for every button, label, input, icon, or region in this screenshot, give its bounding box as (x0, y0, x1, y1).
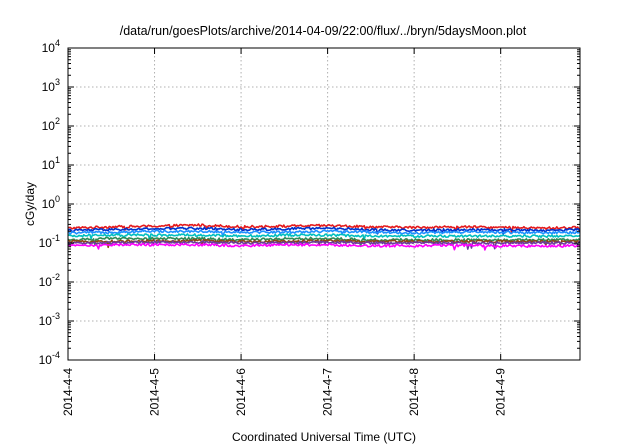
series-line-8 (67, 242, 581, 251)
y-tick-label: 10-3 (39, 311, 60, 328)
x-tick-label: 2014-4-6 (234, 368, 248, 416)
y-tick-exponent: -1 (52, 233, 60, 243)
y-tick-base: 10 (42, 158, 56, 172)
series-line-4 (67, 233, 581, 242)
x-axis: 2014-4-4 2014-4-5 2014-4-6 2014-4-7 2014-4-8… (61, 48, 508, 416)
y-tick-label: 100 (42, 194, 60, 211)
y-tick-base: 10 (42, 119, 56, 133)
series-line-1 (67, 223, 581, 234)
y-tick-base: 10 (39, 314, 53, 328)
y-tick-base: 10 (42, 80, 56, 94)
x-tick-label: 2014-4-7 (321, 368, 335, 416)
y-tick-exponent: 2 (55, 116, 60, 126)
y-tick-exponent: 1 (55, 155, 60, 165)
series-line-2 (67, 226, 581, 235)
y-tick-exponent: -3 (52, 311, 60, 321)
y-tick-exponent: 0 (55, 194, 60, 204)
y-tick-label: 10-2 (39, 272, 60, 289)
x-axis-label: Coordinated Universal Time (UTC) (232, 430, 416, 444)
y-tick-label: 102 (42, 116, 60, 133)
x-tick-label: 2014-4-4 (61, 368, 75, 416)
y-tick-exponent: -2 (52, 272, 60, 282)
series-group (67, 223, 581, 251)
y-tick-exponent: -4 (52, 350, 60, 360)
x-tick-label: 2014-4-9 (494, 368, 508, 416)
series-line-6 (67, 238, 581, 249)
grid (68, 48, 580, 360)
y-tick-base: 10 (42, 41, 56, 55)
y-tick-label: 101 (42, 155, 60, 172)
y-tick-label: 10-1 (39, 233, 60, 250)
series-line-5 (67, 236, 581, 248)
y-tick-exponent: 3 (55, 77, 60, 87)
y-tick-base: 10 (39, 236, 53, 250)
y-tick-base: 10 (39, 275, 53, 289)
series-line-3 (67, 229, 581, 238)
y-tick-base: 10 (39, 353, 53, 367)
y-axis-label: cGy/day (23, 182, 37, 226)
y-tick-base: 10 (42, 197, 56, 211)
y-tick-label: 104 (42, 38, 60, 55)
series-line-7 (67, 240, 580, 250)
chart-title: /data/run/goesPlots/archive/2014-04-09/2… (120, 24, 527, 38)
y-tick-exponent: 4 (55, 38, 60, 48)
y-tick-label: 103 (42, 77, 60, 94)
x-tick-label: 2014-4-5 (148, 368, 162, 416)
y-tick-label: 10-4 (39, 350, 60, 367)
x-tick-label: 2014-4-8 (407, 368, 421, 416)
